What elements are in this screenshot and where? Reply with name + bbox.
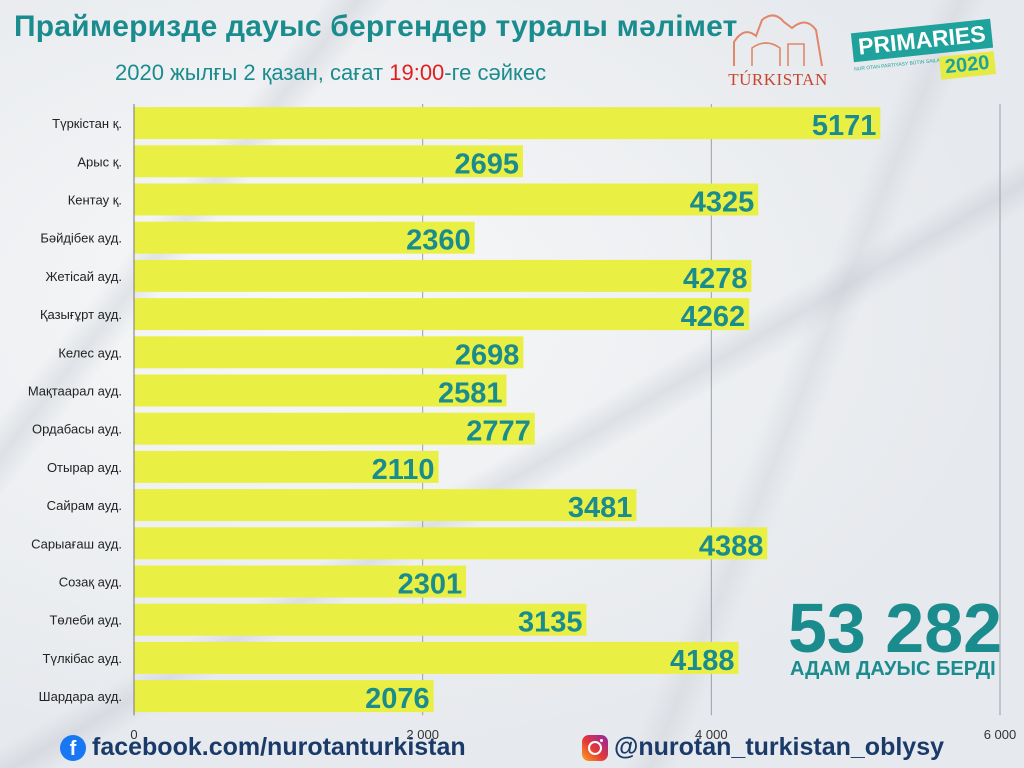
data-label: 3481 bbox=[568, 492, 633, 524]
chart-subtitle: 2020 жылғы 2 қазан, сағат 19:00-ге сәйке… bbox=[115, 60, 546, 86]
data-label: 2360 bbox=[406, 225, 471, 257]
data-label: 2076 bbox=[365, 683, 430, 715]
bar bbox=[134, 259, 752, 292]
category-label: Түркістан қ. bbox=[52, 116, 122, 131]
turkistan-logo: TÚRKISTAN bbox=[722, 8, 834, 90]
subtitle-date: 2020 жылғы 2 қазан, сағат bbox=[115, 60, 390, 85]
instagram-icon bbox=[582, 734, 608, 761]
data-label: 2698 bbox=[455, 339, 520, 371]
bar bbox=[134, 221, 475, 254]
category-label: Шардара ауд. bbox=[39, 689, 122, 704]
facebook-handle: facebook.com/nurotanturkistan bbox=[92, 733, 466, 761]
instagram-link[interactable]: @nurotan_turkistan_oblysy bbox=[582, 733, 944, 762]
facebook-link[interactable]: f facebook.com/nurotanturkistan bbox=[60, 733, 466, 762]
turkistan-logo-text: TÚRKISTAN bbox=[728, 70, 828, 89]
category-label: Мақтаарал ауд. bbox=[28, 384, 122, 399]
bar bbox=[134, 603, 587, 636]
data-label: 4262 bbox=[681, 301, 746, 333]
data-label: 4388 bbox=[699, 530, 764, 562]
data-label: 2695 bbox=[454, 148, 519, 180]
bar bbox=[134, 641, 739, 674]
total-votes-label: АДАМ ДАУЫС БЕРДІ bbox=[790, 658, 996, 680]
bar bbox=[134, 145, 523, 178]
category-label: Кентау қ. bbox=[68, 193, 122, 208]
bar bbox=[134, 489, 637, 522]
x-tick-label: 2 000 bbox=[406, 727, 439, 740]
data-label: 4278 bbox=[683, 263, 748, 295]
category-label: Жетісай ауд. bbox=[46, 269, 122, 284]
chart-title: Праймеризде дауыс бергендер туралы мәлім… bbox=[14, 10, 738, 43]
bar bbox=[134, 680, 434, 713]
subtitle-time: 19:00 bbox=[389, 60, 445, 85]
category-label: Арыс қ. bbox=[77, 154, 122, 169]
bar bbox=[134, 374, 507, 407]
category-label: Келес ауд. bbox=[58, 345, 122, 360]
instagram-handle: @nurotan_turkistan_oblysy bbox=[614, 733, 945, 761]
subtitle-suffix: -ге сәйкес bbox=[444, 60, 547, 85]
bar bbox=[134, 336, 524, 369]
bar bbox=[134, 450, 439, 483]
data-label: 4325 bbox=[690, 187, 755, 219]
bar bbox=[134, 183, 759, 216]
category-label: Отырар ауд. bbox=[47, 460, 122, 475]
data-label: 2777 bbox=[466, 416, 531, 448]
turkistan-logo-icon bbox=[733, 14, 823, 67]
bar bbox=[134, 527, 768, 560]
bar bbox=[134, 107, 881, 140]
category-label: Сарыағаш ауд. bbox=[31, 536, 122, 551]
data-label: 2301 bbox=[398, 569, 463, 601]
x-tick-label: 4 000 bbox=[695, 727, 728, 740]
bar-chart: 0 2 000 4 000 6 000 Түркістан қ. 5171 Арыс қ. 2… bbox=[28, 104, 1017, 740]
total-votes-number: 53 282 bbox=[788, 589, 1003, 667]
category-label: Ордабасы ауд. bbox=[32, 422, 122, 437]
data-label: 3135 bbox=[518, 607, 583, 639]
facebook-icon: f bbox=[60, 734, 86, 761]
data-label: 2110 bbox=[372, 454, 435, 486]
data-label: 2581 bbox=[438, 378, 503, 410]
category-label: Қазығұрт ауд. bbox=[40, 307, 122, 322]
category-label: Төлеби ауд. bbox=[49, 613, 122, 628]
x-tick-label: 0 bbox=[130, 727, 137, 740]
category-label: Бәйдібек ауд. bbox=[40, 231, 122, 246]
bar bbox=[134, 298, 750, 331]
category-label: Созақ ауд. bbox=[59, 575, 122, 590]
bar bbox=[134, 565, 467, 598]
data-label: 4188 bbox=[670, 645, 735, 677]
category-label: Түлкібас ауд. bbox=[43, 651, 122, 666]
category-label: Сайрам ауд. bbox=[47, 498, 122, 513]
bar bbox=[134, 412, 535, 445]
x-tick-label: 6 000 bbox=[984, 727, 1017, 740]
data-label: 5171 bbox=[812, 110, 877, 142]
